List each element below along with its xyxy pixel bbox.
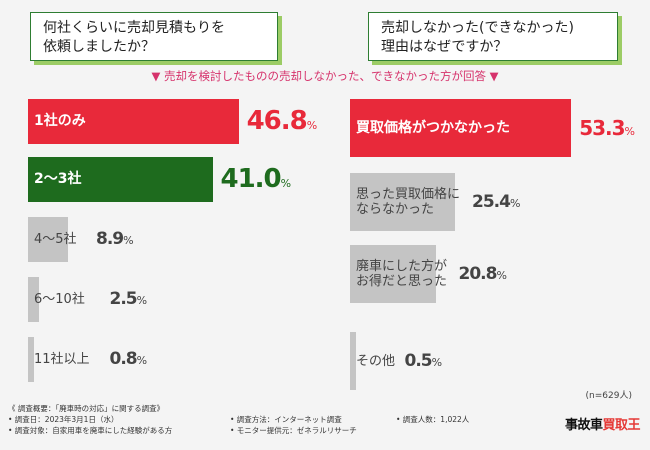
chart1-category-label-2: 2〜3社 [34,171,82,187]
sample-size-note: (n=629人) [585,391,632,401]
chart2-bar-2 [350,173,456,231]
chart1-bar-3 [28,217,69,262]
footer-provider: • モニター提供元：ゼネラルリサーチ [230,426,357,435]
question-left: 何社くらいに売却見積もりを 依頼しましたか？ [30,12,278,61]
chart1-value-label-1: 46.8% [246,105,318,136]
chart1-value-label-5: 0.8% [109,349,148,370]
footer-method: • 調査方法：インターネット調査 [230,415,342,424]
question-right-line2: 理由はなぜですか？ [381,39,508,55]
chart1-bar-4 [28,277,40,322]
chart1-category-label-4: 6〜10社 [34,292,85,307]
chart2-bar-3 [350,245,437,303]
chart2-value-label-4: 0.5% [404,350,443,371]
chart2-bar-1 [350,99,572,157]
question-right: 売却しなかった(できなかった) 理由はなぜですか？ [368,12,618,61]
question-left-line1: 何社くらいに売却見積もりを [43,20,225,36]
respondent-note: ▼ 売却を検討したものの売却しなかった、できなかった方が回答 ▼ [151,69,499,83]
chart2-category-label-2: 思った買取価格に ならなかった [356,187,461,217]
chart2-category-label-3: 廃車にした方が お得だと思った [356,259,448,289]
footer-overview: 《 調査概要：「廃車時の対応」に関する調査》 [8,404,165,413]
chart1-value-label-4: 2.5% [109,289,148,310]
logo-accent: 買取王 [602,418,640,433]
footer-target: • 調査対象：自家用車を廃車にした経験がある方 [8,426,173,435]
brand-logo: 事故車買取王 [564,414,641,433]
chart2-value-label-2: 25.4% [472,191,520,212]
footer-date: • 調査日：2023年3月1日（水） [8,415,119,424]
chart1-category-label-3: 4〜5社 [34,232,77,247]
chart2-bar-4 [350,332,356,390]
question-left-line2: 依頼しましたか？ [43,39,155,55]
chart2-category-label-4: その他 [356,353,396,369]
chart1-value-label-3: 8.9% [96,229,134,250]
footer-count: • 調査人数：1,022人 [396,415,470,424]
chart1-value-label-2: 41.0% [220,163,292,194]
chart2-category-label-1: 買取価格がつかなかった [356,119,510,136]
chart1-category-label-1: 1社のみ [34,113,86,129]
question-right-line1: 売却しなかった(できなかった) [381,20,574,36]
chart2-value-label-3: 20.8% [458,263,507,284]
chart1-category-label-5: 11社以上 [34,352,90,367]
chart2-value-label-1: 53.3% [579,116,635,140]
chart1-bar-2 [28,157,213,202]
chart1-bar-1 [28,99,239,144]
chart1-bar-5 [28,337,34,382]
logo-main: 事故車 [564,418,603,433]
